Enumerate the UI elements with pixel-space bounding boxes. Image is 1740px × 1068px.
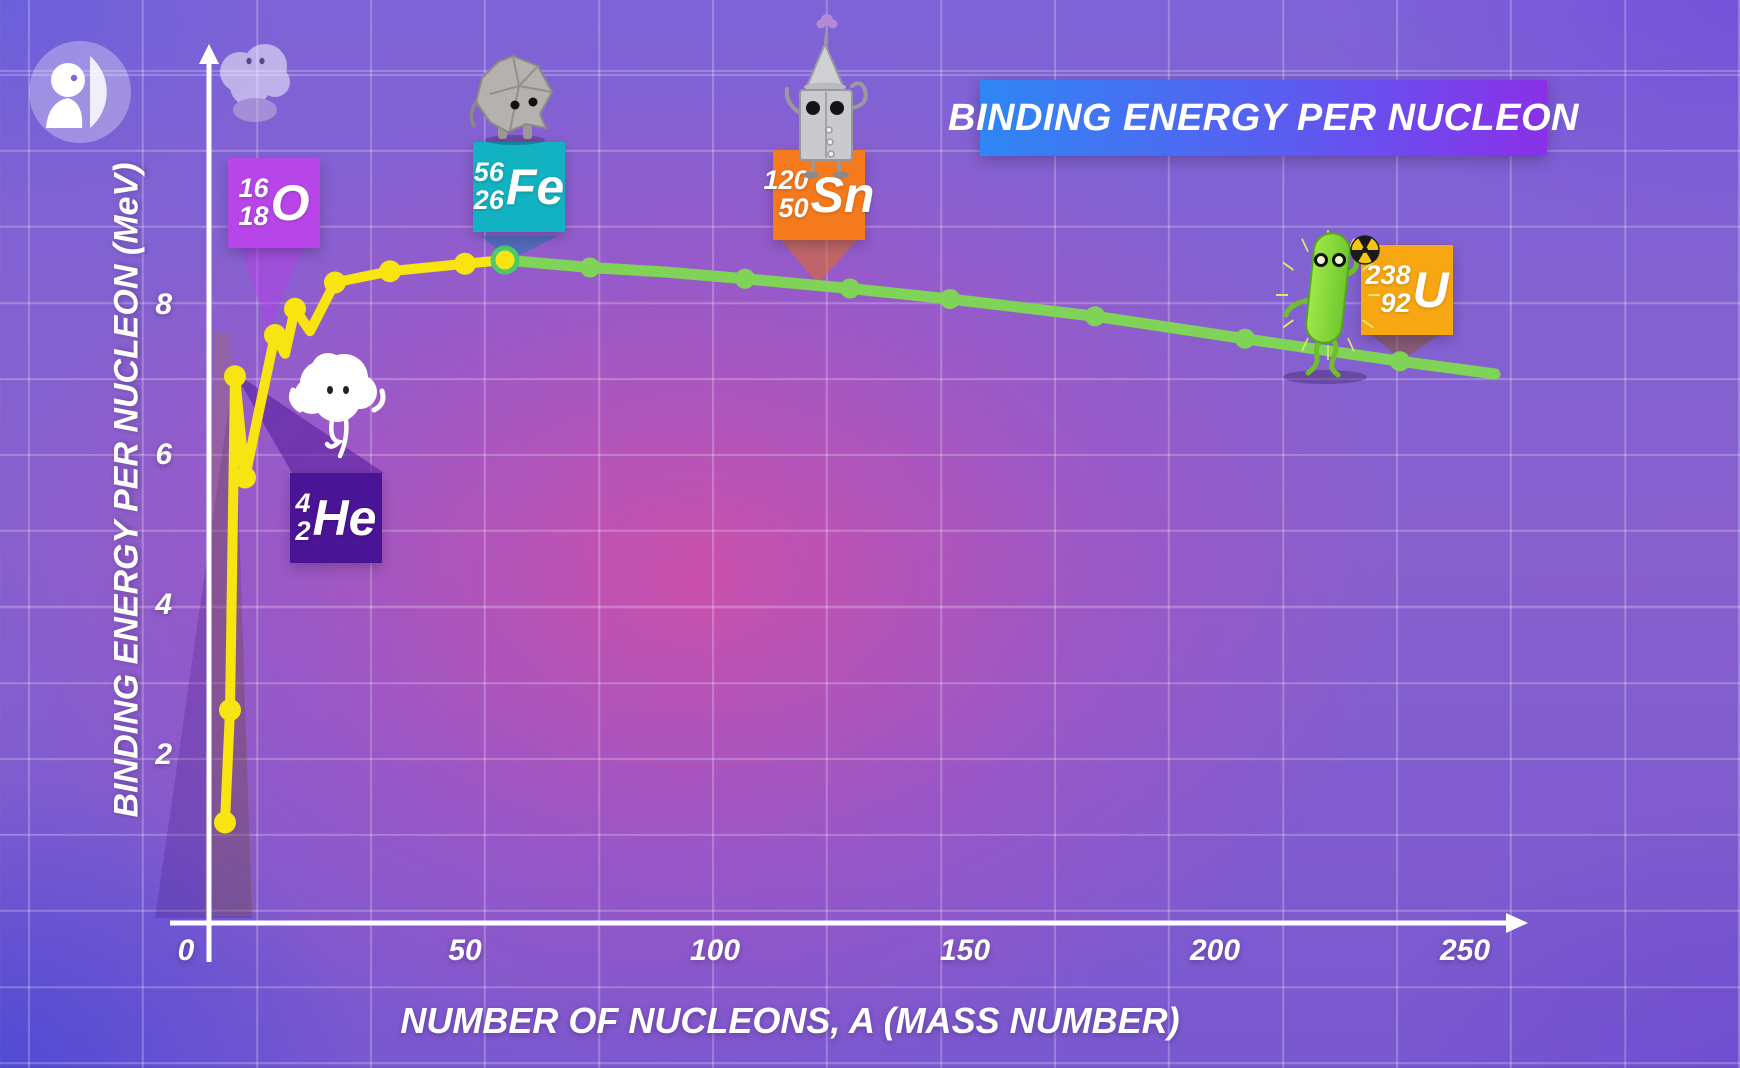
y-tick-2: 2	[155, 738, 172, 771]
oxygen-atomic-number: 18	[238, 201, 269, 231]
callout-oxygen: 16 18 O	[228, 158, 320, 248]
iron-rock-character	[469, 54, 554, 145]
uranium-mass-number: 238	[1365, 260, 1411, 291]
uranium-symbol: U	[1412, 262, 1449, 318]
curve-heavy-nuclei-green	[499, 254, 1501, 380]
radiation-symbol-icon	[1350, 235, 1380, 265]
helium-mass-number: 4	[295, 488, 311, 519]
x-tick-200: 200	[1189, 934, 1241, 967]
y-tick-6: 6	[155, 438, 172, 471]
x-axis-title: NUMBER OF NUCLEONS, A (MASS NUMBER)	[400, 1000, 1180, 1041]
data-point-heavy-nuclei-green	[1085, 306, 1105, 327]
data-point-light-nuclei-yellow	[454, 252, 476, 275]
iron-symbol: Fe	[505, 159, 565, 215]
data-point-heavy-nuclei-green	[840, 278, 860, 299]
curve-light-nuclei-yellow	[220, 255, 510, 828]
iron-peak-marker	[490, 245, 520, 275]
tin-mass-number: 120	[763, 165, 809, 196]
data-point-heavy-nuclei-green	[735, 268, 755, 289]
data-point-heavy-nuclei-green	[580, 257, 600, 278]
data-point-light-nuclei-yellow	[284, 297, 306, 320]
callout-iron: 56 26 Fe	[473, 142, 565, 232]
callout-tin: 120 50 Sn	[764, 150, 874, 240]
helium-beam	[234, 372, 384, 473]
axes	[170, 44, 1528, 962]
data-point-light-nuclei-yellow	[379, 260, 401, 283]
data-point-light-nuclei-yellow	[264, 324, 286, 346]
oxygen-symbol: O	[270, 175, 310, 231]
data-point-light-nuclei-yellow	[224, 365, 246, 388]
y-axis-title: BINDING ENERGY PER NUCLEON (MeV)	[107, 162, 146, 818]
x-tick-50: 50	[448, 934, 482, 967]
uranium-beam	[1369, 333, 1442, 360]
data-point-light-nuclei-yellow	[214, 811, 236, 834]
tin-beam	[781, 240, 857, 284]
x-tick-100: 100	[689, 934, 741, 967]
oxygen-ghost-character	[220, 44, 290, 122]
y-tick-4: 4	[155, 588, 172, 621]
x-tick-0: 0	[177, 934, 195, 967]
title-banner: BINDING ENERGY PER NUCLEON	[948, 80, 1578, 156]
oxygen-mass-number: 16	[238, 173, 269, 204]
uranium-rod-character	[1276, 230, 1380, 384]
iron-mass-number: 56	[473, 157, 504, 188]
pbs-logo	[29, 41, 131, 143]
x-tick-250: 250	[1439, 934, 1491, 967]
helium-atomic-number: 2	[295, 516, 311, 546]
x-tick-150: 150	[939, 934, 991, 967]
y-axis-arrow	[199, 44, 219, 64]
data-point-heavy-nuclei-green	[940, 289, 960, 309]
iron-beam	[481, 236, 557, 260]
tin-robot-character	[784, 14, 868, 179]
callout-uranium: 238 92 U	[1361, 245, 1453, 335]
binding-energy-curve	[214, 245, 1501, 834]
data-point-light-nuclei-yellow	[219, 699, 241, 721]
helium-cloud-character	[289, 353, 386, 459]
data-point-light-nuclei-yellow	[324, 271, 346, 294]
helium-symbol: He	[312, 490, 377, 546]
data-point-light-nuclei-yellow	[234, 466, 256, 489]
tin-atomic-number: 50	[778, 193, 809, 223]
iron-atomic-number: 26	[473, 185, 504, 215]
x-axis-arrow	[1506, 913, 1528, 933]
data-point-heavy-nuclei-green	[1390, 351, 1410, 372]
oxygen-beam	[240, 246, 304, 330]
uranium-atomic-number: 92	[1380, 288, 1411, 318]
y-tick-8: 8	[155, 288, 172, 321]
page-title: BINDING ENERGY PER NUCLEON	[948, 96, 1579, 139]
data-point-heavy-nuclei-green	[1235, 328, 1255, 349]
